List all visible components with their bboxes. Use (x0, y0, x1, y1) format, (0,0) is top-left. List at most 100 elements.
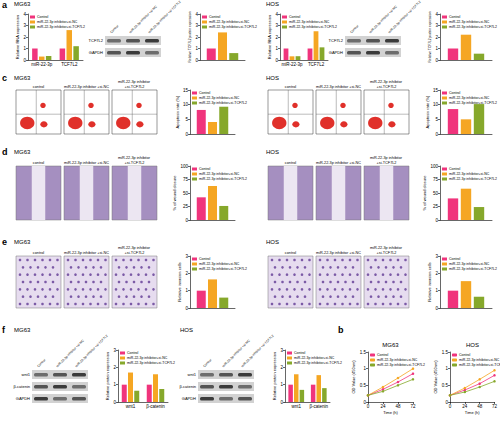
svg-text:2: 2 (435, 271, 438, 276)
svg-text:Apoptosis rate (%): Apoptosis rate (%) (425, 95, 430, 129)
svg-text:miR-22-3p inhibitor +si-NC: miR-22-3p inhibitor +si-NC (64, 251, 109, 255)
svg-text:Time (h): Time (h) (465, 410, 480, 415)
svg-text:miR-22-3p inhibitor+si-NC: miR-22-3p inhibitor+si-NC (449, 262, 490, 266)
svg-text:control: control (33, 251, 45, 255)
svg-text:miR-22-3p inhibitor+si-TCF7L2: miR-22-3p inhibitor+si-TCF7L2 (449, 101, 497, 105)
svg-text:24: 24 (380, 404, 386, 409)
svg-text:1: 1 (113, 382, 116, 387)
svg-text:β-catenin: β-catenin (13, 384, 30, 389)
svg-text:HOS: HOS (180, 327, 193, 333)
svg-text:75: 75 (183, 177, 189, 182)
svg-text:0: 0 (435, 132, 438, 137)
svg-text:miR-22-3p inhibitor+si-NC: miR-22-3p inhibitor+si-NC (209, 20, 250, 24)
svg-text:3: 3 (435, 254, 438, 259)
svg-text:0: 0 (23, 58, 26, 63)
svg-text:MG63: MG63 (14, 149, 31, 155)
svg-text:5: 5 (185, 117, 188, 122)
svg-text:miR-22-3p inhibitor+si-NC: miR-22-3p inhibitor+si-NC (199, 172, 240, 176)
svg-text:Control: Control (294, 351, 306, 355)
svg-text:MG63: MG63 (14, 327, 31, 333)
svg-text:miR-22-3p inhibitor+si-TCF7L2: miR-22-3p inhibitor+si-TCF7L2 (377, 363, 425, 367)
svg-text:miR-22-3p inhibitor+si-TCF7L2: miR-22-3p inhibitor+si-TCF7L2 (459, 363, 500, 367)
svg-text:β-catenin: β-catenin (309, 404, 328, 409)
svg-text:HOS: HOS (266, 239, 279, 245)
svg-text:miR-22-3p inhibitor+si-NC: miR-22-3p inhibitor+si-NC (37, 20, 78, 24)
svg-text:TCF7L2: TCF7L2 (61, 62, 78, 67)
svg-text:miR-22-3p inhibitor+si-NC: miR-22-3p inhibitor+si-NC (459, 358, 500, 362)
svg-text:% of wound closure: % of wound closure (172, 175, 177, 211)
svg-text:3: 3 (195, 23, 198, 28)
svg-text:2: 2 (195, 35, 198, 40)
svg-text:TCF7L2: TCF7L2 (308, 62, 325, 67)
svg-text:1: 1 (280, 382, 283, 387)
svg-text:Relative TCF7L2 protein expres: Relative TCF7L2 protein expression (428, 11, 432, 62)
svg-text:miR-22-3p inhibitor +si-NC: miR-22-3p inhibitor +si-NC (64, 85, 109, 89)
svg-text:72: 72 (492, 404, 498, 409)
svg-text:0: 0 (113, 400, 116, 405)
svg-text:0: 0 (275, 58, 278, 63)
svg-text:4: 4 (275, 12, 278, 17)
svg-text:miR-22-3p inhibitor +si-NC: miR-22-3p inhibitor +si-NC (64, 161, 109, 165)
svg-text:0.5: 0.5 (442, 383, 449, 388)
svg-text:MG63: MG63 (382, 342, 399, 348)
svg-text:% of wound closure: % of wound closure (422, 175, 427, 211)
svg-text:miR-22-3p inhibitor+si-NC: miR-22-3p inhibitor+si-NC (449, 20, 490, 24)
svg-text:1: 1 (363, 366, 366, 371)
svg-text:HOS: HOS (266, 75, 279, 81)
svg-text:control: control (33, 161, 45, 165)
svg-text:+si-TCF7L2: +si-TCF7L2 (377, 251, 397, 255)
svg-text:0: 0 (185, 132, 188, 137)
svg-text:miR-22-3p inhibitor+si-TCF7L2: miR-22-3p inhibitor+si-TCF7L2 (294, 361, 342, 365)
svg-text:MG63: MG63 (14, 75, 31, 81)
svg-text:1: 1 (435, 288, 438, 293)
svg-text:TCF7L2: TCF7L2 (89, 38, 104, 43)
svg-text:GAPDH: GAPDH (182, 396, 196, 401)
svg-text:miR-22-3p inhibitor+si-TCF7L2: miR-22-3p inhibitor+si-TCF7L2 (289, 25, 337, 29)
svg-text:100: 100 (180, 164, 188, 169)
svg-text:c: c (2, 73, 7, 83)
svg-text:Control: Control (377, 353, 389, 357)
svg-text:Control: Control (209, 15, 221, 19)
svg-text:+si-TCF7L2: +si-TCF7L2 (125, 251, 145, 255)
svg-text:Relative protein expression: Relative protein expression (105, 352, 110, 400)
svg-text:wnt1: wnt1 (22, 372, 31, 377)
svg-text:0: 0 (435, 218, 438, 223)
svg-text:a: a (2, 0, 8, 10)
svg-text:GAPDH: GAPDH (16, 396, 30, 401)
svg-text:miR-22-3p: miR-22-3p (31, 62, 53, 67)
svg-text:1: 1 (275, 46, 278, 51)
svg-text:Control: Control (449, 91, 461, 95)
svg-text:control: control (33, 85, 45, 89)
svg-text:Relative TCF7L2 protein expres: Relative TCF7L2 protein expression (188, 11, 192, 62)
svg-text:miR-22-3p inhibitor+si-NC: miR-22-3p inhibitor+si-NC (289, 20, 330, 24)
svg-text:24: 24 (462, 404, 468, 409)
svg-text:1.5: 1.5 (442, 350, 449, 355)
svg-text:0: 0 (195, 58, 198, 63)
svg-text:4: 4 (435, 12, 438, 17)
svg-text:miR-22-3p inhibitor +si-TCF7L2: miR-22-3p inhibitor +si-TCF7L2 (387, 0, 421, 34)
svg-text:miR-22-3p inhibitor+si-NC: miR-22-3p inhibitor+si-NC (449, 96, 490, 100)
svg-text:1: 1 (195, 46, 198, 51)
svg-text:control: control (285, 161, 297, 165)
svg-text:4: 4 (23, 12, 26, 17)
svg-text:Control: Control (289, 15, 301, 19)
svg-text:miR-22-3p inhibitor+si-TCF7L2: miR-22-3p inhibitor+si-TCF7L2 (199, 177, 247, 181)
svg-text:1: 1 (23, 46, 26, 51)
svg-text:72: 72 (410, 404, 416, 409)
svg-text:2: 2 (185, 271, 188, 276)
svg-text:control: control (285, 85, 297, 89)
svg-text:0: 0 (185, 306, 188, 311)
svg-text:0: 0 (449, 404, 452, 409)
svg-text:48: 48 (395, 404, 401, 409)
svg-text:Control: Control (109, 24, 119, 34)
svg-text:miR-22-3p inhibitor+si-NC: miR-22-3p inhibitor+si-NC (199, 262, 240, 266)
svg-text:GAPDH: GAPDH (329, 50, 343, 55)
svg-text:15: 15 (433, 88, 439, 93)
svg-text:2: 2 (23, 35, 26, 40)
svg-text:TCF7L2: TCF7L2 (329, 38, 344, 43)
svg-text:0: 0 (185, 218, 188, 223)
svg-text:Control: Control (199, 167, 211, 171)
svg-text:β-catenin: β-catenin (179, 384, 196, 389)
svg-text:MG63: MG63 (14, 1, 31, 7)
svg-text:Relative invasion cells: Relative invasion cells (427, 262, 432, 301)
